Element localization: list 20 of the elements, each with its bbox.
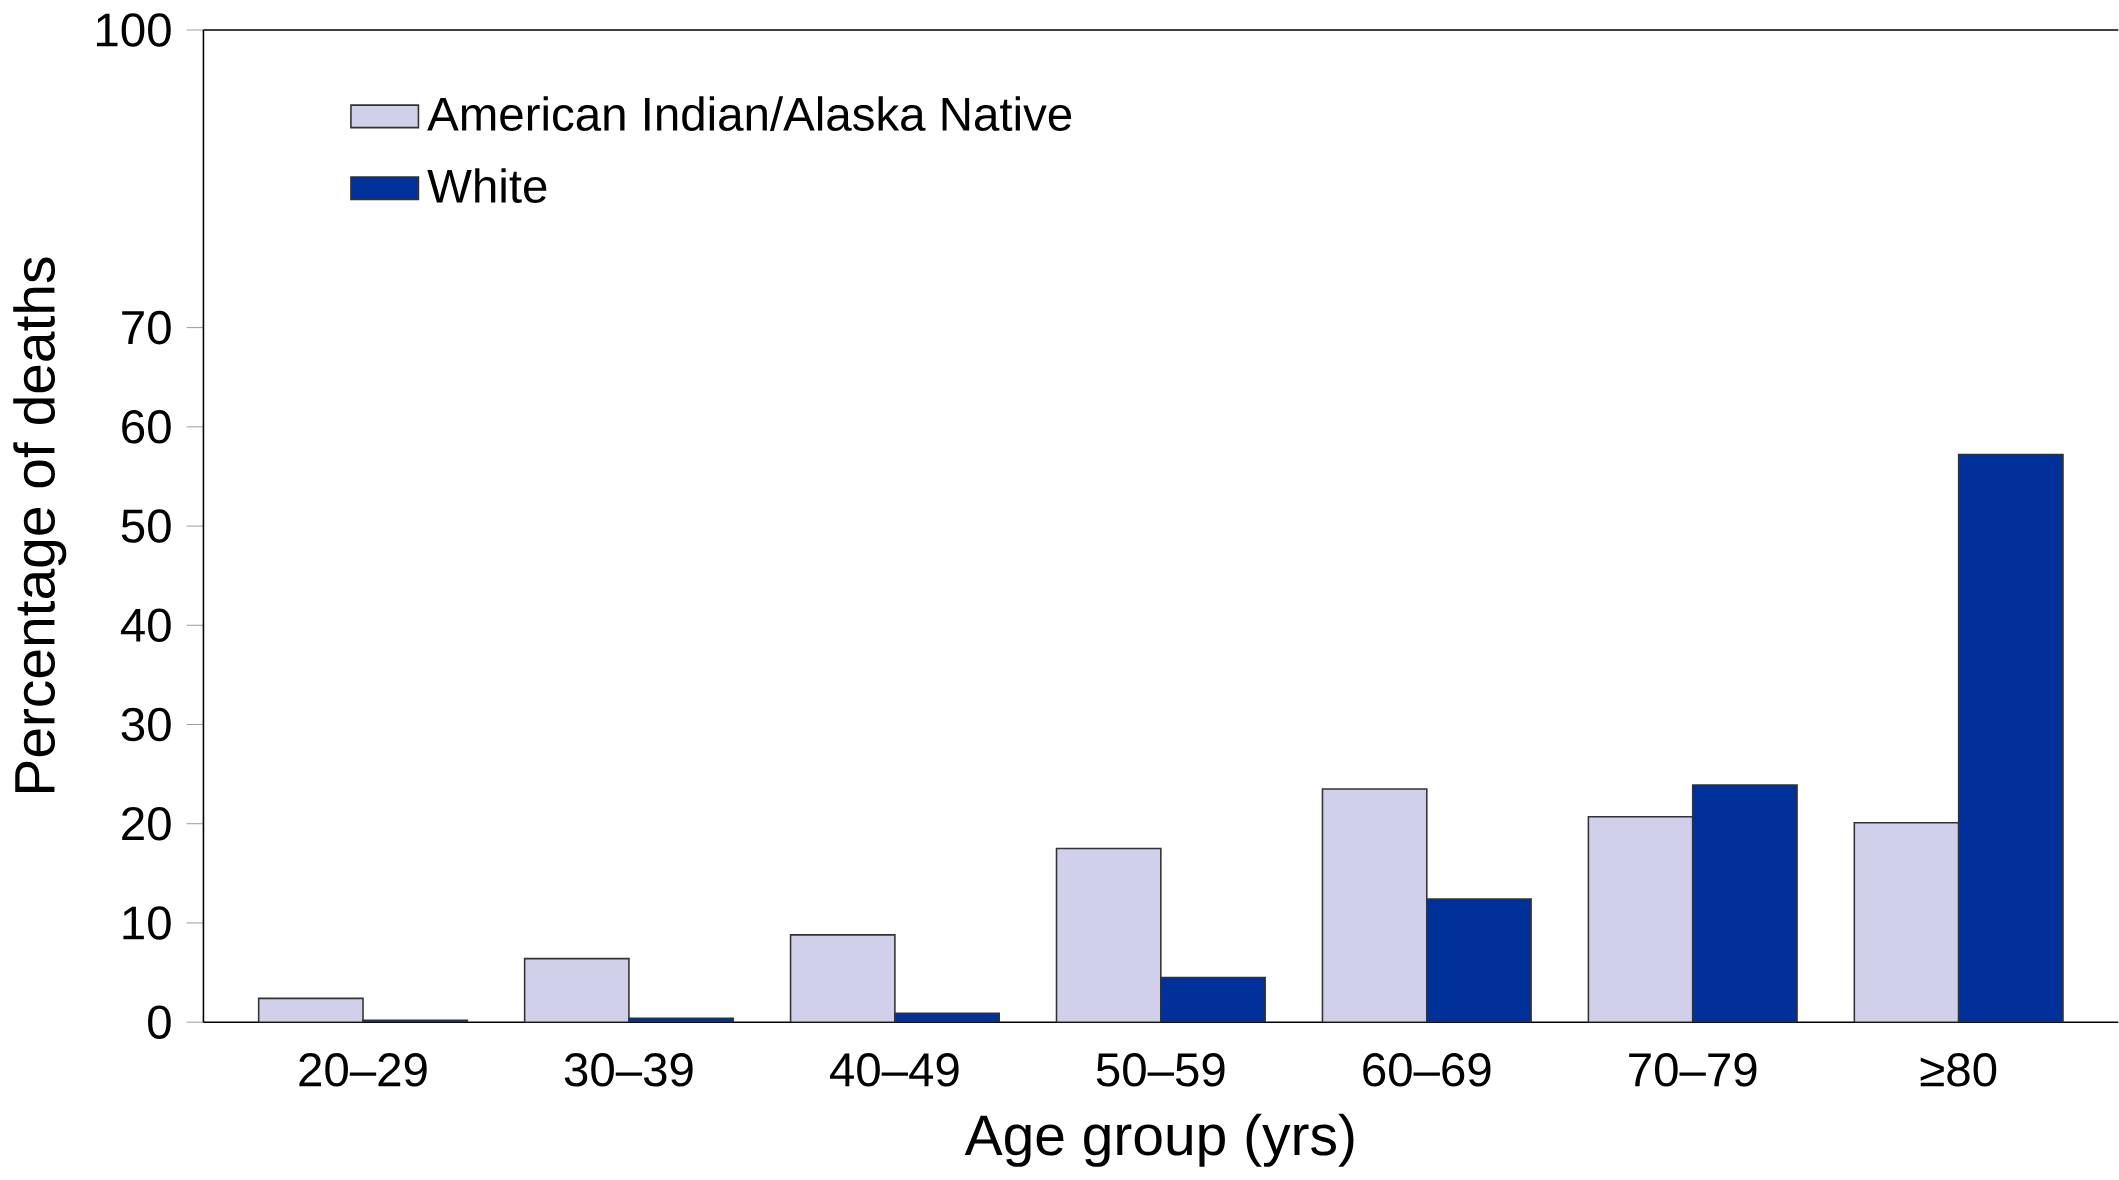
x-tick-label: 70–79 [1629,1053,1757,1087]
x-tick-label: 30–39 [564,1053,693,1087]
legend-label: American Indian/Alaska Native [427,96,1072,131]
x-tick-label: ≥80 [1920,1053,1997,1087]
x-axis-title: Age group (yrs) [964,1113,1354,1167]
y-tick-label: 30 [121,707,171,742]
y-tick-label: 50 [121,509,171,543]
x-tick-label: 50–59 [1096,1053,1225,1087]
y-tick-label: 10 [123,906,171,940]
x-tick-label: 40–49 [830,1053,959,1087]
legend-label: White [427,168,547,203]
y-tick-label: 100 [97,13,171,47]
x-tick-label: 60–69 [1363,1053,1491,1087]
y-axis-title: Percentage of deaths [13,257,67,793]
x-tick-label: 20–29 [299,1053,427,1087]
y-tick-label: 0 [148,1005,171,1039]
y-tick-label: 60 [122,410,171,444]
y-tick-label: 20 [122,806,171,841]
y-tick-label: 40 [120,608,171,643]
y-tick-label: 70 [122,310,171,345]
